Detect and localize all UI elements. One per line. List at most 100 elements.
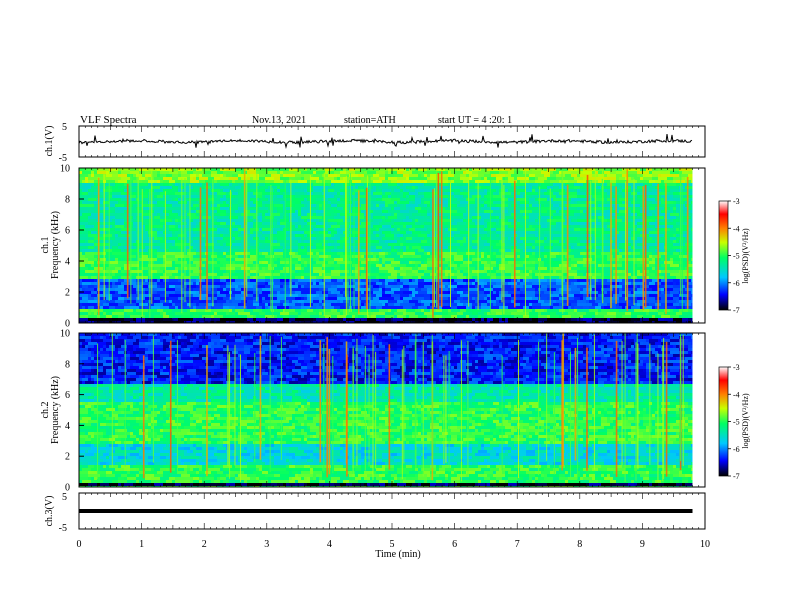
spectrogram-cell	[334, 228, 338, 232]
spectrogram-cell	[322, 306, 326, 310]
spectrogram-cell	[580, 252, 587, 256]
spectrogram-cell	[664, 243, 674, 247]
spectrogram-cell	[388, 195, 392, 199]
spectrogram-cell	[568, 225, 572, 229]
spectrogram-cell	[82, 249, 92, 253]
spectrogram-cell	[475, 189, 485, 193]
spectrogram-cell	[91, 264, 95, 268]
spectrogram-cell	[643, 300, 647, 304]
spectrogram-cell	[178, 213, 185, 217]
spectrogram-cell	[658, 231, 668, 235]
spectrogram-cell	[685, 237, 695, 241]
spectrogram-cell	[313, 291, 317, 295]
spectrogram-cell	[79, 300, 89, 304]
spectrogram-cell	[400, 228, 410, 232]
spectrogram-cell	[265, 312, 272, 316]
spectrogram-cell	[79, 255, 86, 259]
spectrogram-cell	[325, 225, 332, 229]
spectrogram-cell	[316, 246, 326, 250]
spectrogram-cell	[532, 303, 542, 307]
spectrogram-cell	[484, 204, 488, 208]
spectrogram-cell	[343, 216, 347, 220]
spectrogram-cell	[424, 297, 431, 301]
spectrogram-cell	[331, 267, 335, 271]
spectrogram-cell	[490, 183, 497, 187]
spectrogram-cell	[607, 207, 611, 211]
spectrogram-cell	[490, 294, 500, 298]
spectrogram-cell	[217, 276, 221, 280]
spectrogram-cell	[442, 222, 449, 226]
spectrogram-cell	[607, 255, 614, 259]
spectrogram-cell	[664, 288, 674, 292]
spectrogram-cell	[211, 309, 218, 313]
spectrogram-cell	[544, 261, 548, 265]
spectrogram-cell	[187, 207, 191, 211]
spectrogram-cell	[79, 192, 83, 196]
spectrogram-cell	[604, 189, 608, 193]
spectrogram-cell	[619, 210, 629, 214]
spectrogram-cell	[643, 267, 653, 271]
spectrogram-cell	[139, 171, 146, 175]
spectrogram-cell	[568, 231, 572, 235]
spectrogram-cell	[121, 252, 131, 256]
spectrogram-cell	[283, 228, 290, 232]
spectrogram-cell	[253, 285, 257, 289]
spectrogram-cell	[571, 216, 578, 220]
spectrogram-cell	[181, 243, 191, 247]
spectrogram-cell	[637, 228, 641, 232]
spectrogram-cell	[361, 279, 371, 283]
spectrogram-cell	[325, 195, 329, 199]
spectrogram-cell	[493, 246, 503, 250]
spectrogram-cell	[298, 183, 308, 187]
spectrogram-cell	[382, 177, 386, 181]
spectrogram-cell	[202, 186, 206, 190]
spectrogram-cell	[412, 294, 416, 298]
spectrogram-cell	[223, 246, 233, 250]
spectrogram-cell	[313, 243, 317, 247]
spectrogram-cell	[250, 216, 254, 220]
spectrogram-cell	[634, 198, 638, 202]
spectrogram-cell	[418, 249, 425, 253]
spectrogram-cell	[352, 195, 359, 199]
spectrogram-cell	[643, 279, 647, 283]
spectrogram-cell	[394, 228, 398, 232]
spectrogram-cell	[301, 264, 305, 268]
spectrogram-cell	[673, 207, 677, 211]
spectrogram-cell	[199, 204, 206, 208]
spectrogram-cell	[82, 189, 89, 193]
spectrogram-cell	[427, 219, 437, 223]
spectrogram-cell	[535, 219, 539, 223]
spectrogram-cell	[316, 291, 323, 295]
spectrogram-cell	[145, 291, 149, 295]
spectrogram-cell	[553, 213, 563, 217]
spectrogram-cell	[490, 180, 494, 184]
spectrogram-cell	[625, 186, 632, 190]
spectrogram-cell	[568, 267, 572, 271]
spectrogram-cell	[394, 291, 404, 295]
spectrogram-cell	[403, 291, 413, 295]
spectrogram-cell	[250, 243, 257, 247]
spectrogram-cell	[325, 213, 332, 217]
spectrogram-cell	[178, 237, 182, 241]
spectrogram-cell	[106, 288, 116, 292]
spectrogram-cell	[556, 225, 563, 229]
spectrogram-cell	[484, 288, 488, 292]
spectrogram-cell	[475, 297, 485, 301]
spectrogram-cell	[637, 195, 644, 199]
spectrogram-cell	[559, 288, 569, 292]
spectrogram-cell	[340, 291, 344, 295]
spectrogram-cell	[538, 279, 548, 283]
spectrogram-cell	[568, 306, 572, 310]
spectrogram-cell	[349, 213, 356, 217]
spectrogram-cell	[283, 246, 290, 250]
spectrogram-cell	[520, 276, 527, 280]
spectrogram-cell	[334, 267, 341, 271]
spectrogram-cell	[577, 198, 581, 202]
spectrogram-cell	[202, 258, 209, 262]
spectrogram-cell	[379, 303, 383, 307]
spectrogram-cell	[505, 252, 515, 256]
spectrogram-cell	[145, 306, 152, 310]
spectrogram-cell	[412, 306, 419, 310]
spectrogram-cell	[610, 285, 617, 289]
spectrogram-cell	[322, 291, 329, 295]
